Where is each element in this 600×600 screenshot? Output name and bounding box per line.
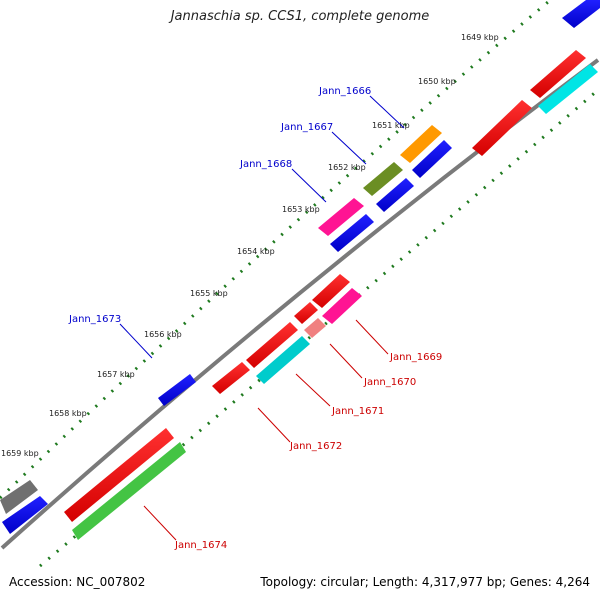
gene-feature[interactable]: [318, 198, 364, 236]
gene-feature[interactable]: [64, 428, 174, 522]
gene-feature[interactable]: [538, 64, 598, 114]
gene-feature[interactable]: [0, 480, 38, 514]
forward-strand-genes: [0, 0, 600, 534]
tick-label-1654: 1654 kbp: [237, 247, 275, 256]
tick-label-1656: 1656 kbp: [144, 330, 182, 339]
reverse-gene-labels: Jann_1669 Jann_1670 Jann_1671 Jann_1672 …: [143, 319, 442, 551]
tick-label-1650: 1650 kbp: [418, 77, 456, 86]
gene-feature[interactable]: [472, 100, 532, 156]
outer-tick-track: [0, 0, 549, 500]
gene-feature[interactable]: [158, 374, 196, 406]
gene-label-jann-1668[interactable]: Jann_1668: [239, 159, 292, 170]
gene-feature[interactable]: [363, 162, 403, 196]
tick-label-1658: 1658 kbp: [49, 409, 87, 418]
gene-feature[interactable]: [212, 362, 250, 394]
gene-feature[interactable]: [412, 140, 452, 178]
gene-feature[interactable]: [2, 496, 48, 534]
tick-label-1653: 1653 kbp: [282, 205, 320, 214]
gene-feature[interactable]: [530, 50, 586, 98]
tick-label-1652: 1652 kbp: [328, 163, 366, 172]
gene-label-jann-1672[interactable]: Jann_1672: [289, 441, 342, 452]
gene-feature[interactable]: [322, 288, 362, 324]
leader-line: [369, 95, 405, 129]
gene-label-jann-1667[interactable]: Jann_1667: [280, 122, 333, 133]
genome-backbone: [0, 58, 600, 550]
kbp-tick-labels: 1649 kbp 1650 kbp 1651 kbp 1652 kbp 1653…: [1, 33, 499, 458]
leader-line: [119, 323, 153, 359]
gene-feature[interactable]: [246, 322, 298, 368]
gene-label-jann-1669[interactable]: Jann_1669: [389, 352, 442, 363]
tick-label-1655: 1655 kbp: [190, 289, 228, 298]
gene-label-jann-1674[interactable]: Jann_1674: [174, 540, 227, 551]
reverse-strand-genes: [64, 50, 598, 540]
leader-line: [143, 505, 177, 541]
gene-feature[interactable]: [330, 214, 374, 252]
leader-line: [331, 131, 367, 165]
tick-label-1657: 1657 kbp: [97, 370, 135, 379]
topology-summary: Topology: circular; Length: 4,317,977 bp…: [260, 575, 590, 589]
leader-line: [329, 343, 363, 379]
gene-label-jann-1671[interactable]: Jann_1671: [331, 406, 384, 417]
gene-feature[interactable]: [312, 274, 350, 308]
gene-label-jann-1673[interactable]: Jann_1673: [68, 314, 121, 325]
gene-feature[interactable]: [294, 302, 318, 324]
forward-gene-labels: Jann_1666 Jann_1667 Jann_1668 Jann_1673: [68, 86, 405, 359]
leader-line: [291, 168, 327, 203]
gene-feature[interactable]: [562, 0, 600, 28]
gene-feature[interactable]: [256, 336, 310, 384]
gene-feature[interactable]: [72, 442, 186, 540]
tick-label-1659: 1659 kbp: [1, 449, 39, 458]
tick-label-1649: 1649 kbp: [461, 33, 499, 42]
gene-label-jann-1670[interactable]: Jann_1670: [363, 377, 416, 388]
map-title: Jannaschia sp. CCS1, complete genome: [170, 9, 430, 24]
leader-line: [257, 407, 291, 443]
accession-label: Accession: NC_007802: [9, 575, 146, 589]
gene-label-jann-1666[interactable]: Jann_1666: [318, 86, 371, 97]
inner-tick-track: [39, 88, 599, 568]
leader-line: [295, 373, 331, 407]
gene-feature[interactable]: [376, 178, 414, 212]
gene-feature[interactable]: [304, 318, 326, 338]
gene-feature[interactable]: [400, 125, 442, 163]
leader-line: [355, 319, 389, 355]
tick-label-1651: 1651 kbp: [372, 121, 410, 130]
